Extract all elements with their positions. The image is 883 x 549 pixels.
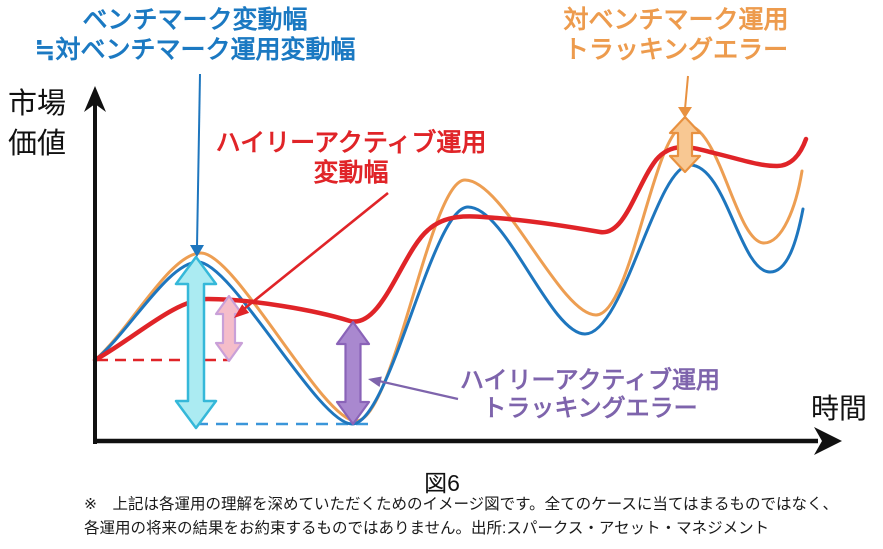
benchmark-range-label-line1: ベンチマーク変動幅 [82,6,308,34]
highly-active-tracking-pointer-line [378,379,459,401]
benchmark-tracking-error-label-line2: トラッキングエラー [563,35,789,64]
highly-active-range-arrow-icon [214,294,244,363]
highly-active-tracking-error-arrow-icon [335,320,371,426]
disclaimer-footnote: ※ 上記は各運用の理解を深めていただくためのイメージ図です。全てのケースに当ては… [84,493,876,540]
benchmark-range-pointer-arrowhead-icon [190,245,204,257]
y-axis-arrowhead-icon [84,86,106,112]
highly-active-tracking-pointer-arrowhead-icon [368,376,382,387]
highly-active-fund-curve [92,136,809,363]
benchmark-tracking-error-arrow-icon [668,115,702,174]
highly-active-tracking-error-label-line1: ハイリーアクティブ運用 [460,367,720,394]
benchmark-range-label: ベンチマーク変動幅 ≒対ベンチマーク運用変動幅 [8,6,382,65]
highly-active-tracking-error-label-line2: トラッキングエラー [482,395,698,423]
benchmark-range-arrow-icon [174,255,218,430]
benchmark-relative-fund-curve [93,123,804,423]
highly-active-range-pointer-line [243,191,389,311]
disclaimer-footnote-line1: ※ 上記は各運用の理解を深めていただくためのイメージ図です。全てのケースに当ては… [84,496,839,513]
figure-caption: 図6 [424,470,460,496]
disclaimer-footnote-line2: 各運用の将来の結果をお約束するものではありません。出所:スパークス・アセット・マ… [84,519,770,537]
x-axis-label: 時間 [811,393,868,424]
y-axis-label-line2: 価値 [8,128,67,160]
highly-active-range-label-line1: ハイリーアクティブ運用 [215,129,487,157]
benchmark-tracking-pointer-arrowhead-icon [678,107,692,118]
benchmark-curve [93,163,805,426]
highly-active-range-label-line2: 変動幅 [313,158,389,187]
benchmark-tracking-pointer-line [684,75,689,110]
x-axis-arrowhead-icon [814,427,842,455]
highly-active-range-label: ハイリーアクティブ運用 変動幅 [204,129,498,188]
y-axis-label: 市場 価値 [8,84,66,164]
highly-active-tracking-error-label: ハイリーアクティブ運用 トラッキングエラー [443,367,737,424]
y-axis-label-line1: 市場 [8,88,67,120]
benchmark-range-label-line2: ≒対ベンチマーク運用変動幅 [34,35,356,64]
benchmark-range-pointer-line [196,73,201,248]
benchmark-tracking-error-label: 対ベンチマーク運用 トラッキングエラー [544,6,808,65]
benchmark-tracking-error-label-line1: 対ベンチマーク運用 [563,6,789,34]
highly-active-range-pointer-arrowhead-icon [234,304,250,318]
